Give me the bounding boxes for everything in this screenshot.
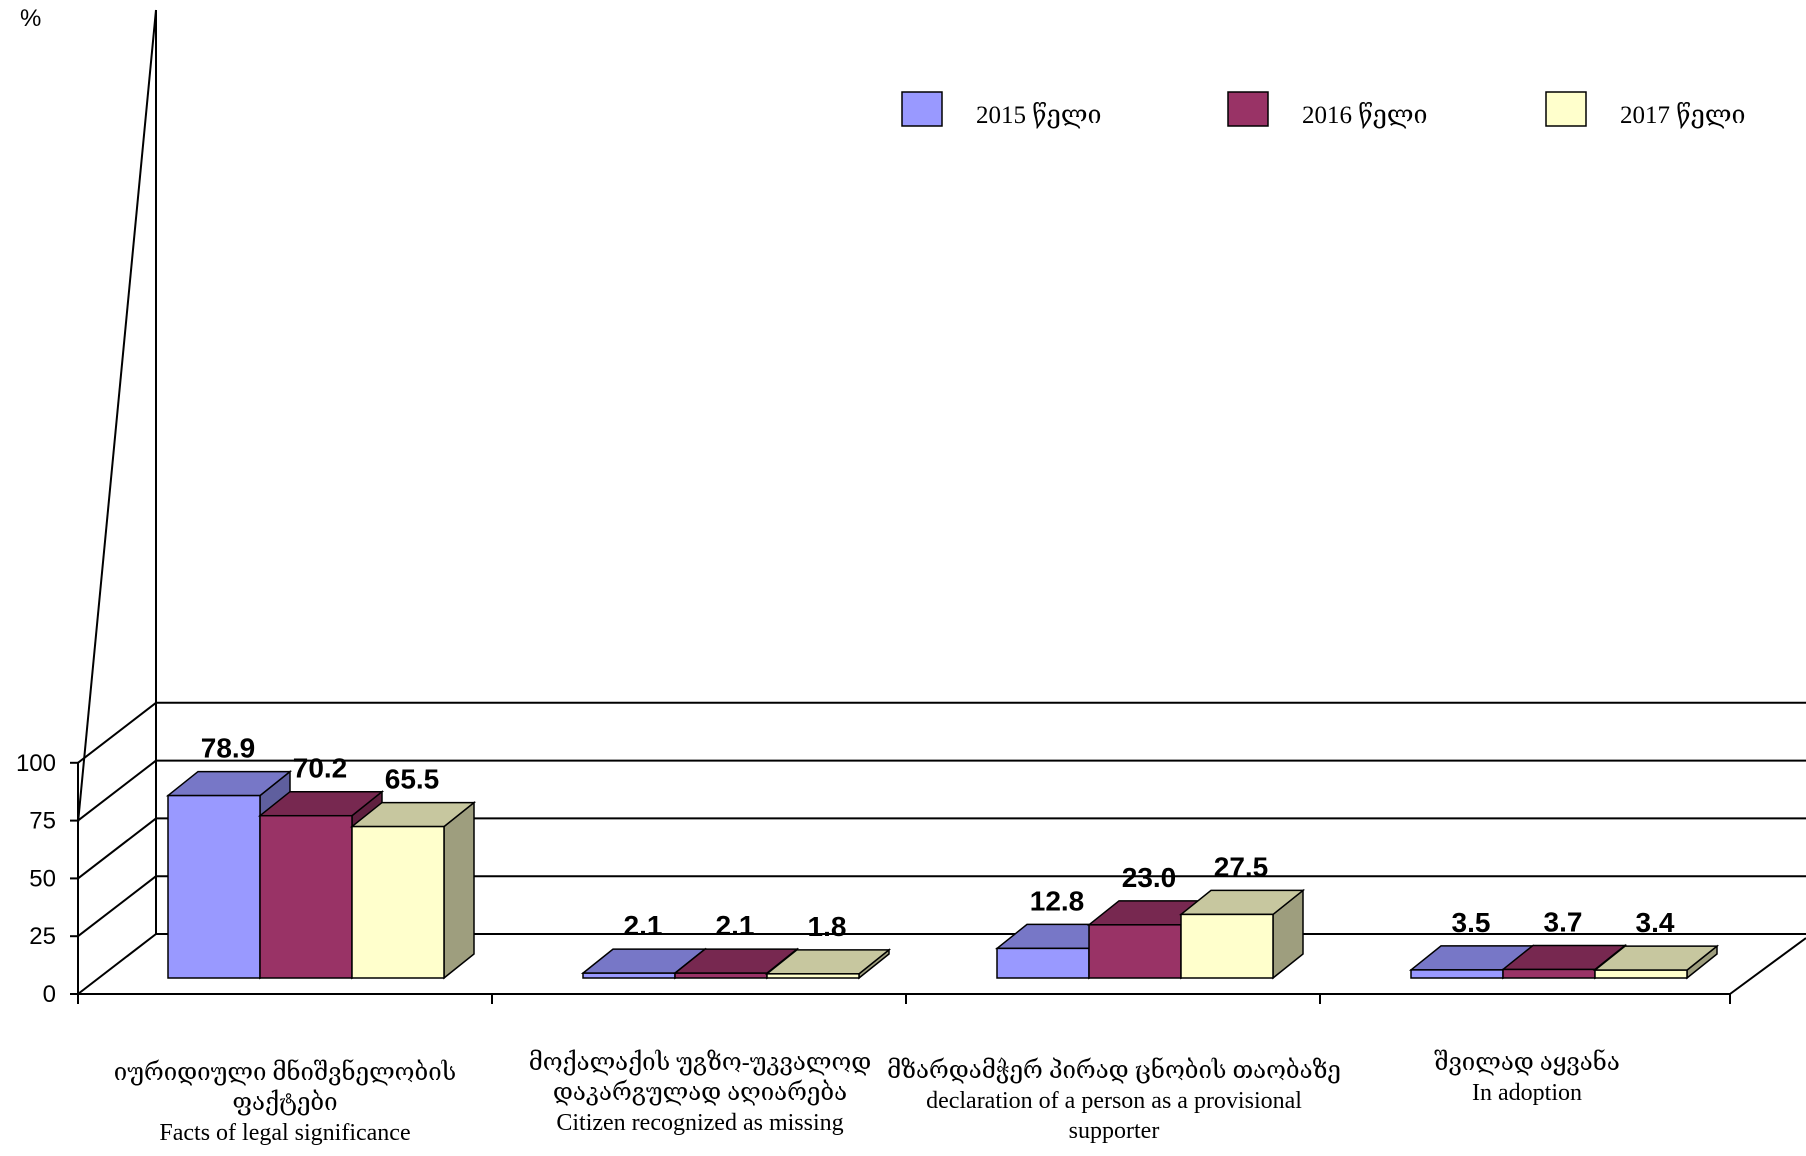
bar-front	[1502, 968, 1596, 979]
y-axis-label: %	[20, 5, 41, 32]
category-label: შვილად აყვანა In adoption	[1434, 1049, 1620, 1106]
bar-front	[766, 973, 860, 979]
category-label-line: supporter	[1069, 1118, 1160, 1144]
legend-swatch	[1227, 91, 1269, 127]
value-label: 1.8	[808, 911, 847, 942]
gridline-depth	[77, 702, 157, 764]
bar-front	[1180, 913, 1274, 979]
bar-front	[259, 814, 353, 979]
gridline-depth	[77, 875, 157, 937]
value-labels: 78.9 2.1 12.8 3.5 70.2 2.1 23.0 3.7 65.5 1.8 27.5 3…	[201, 733, 1675, 942]
legend-swatch	[901, 91, 943, 127]
gridline-depth	[77, 759, 157, 822]
value-label: 27.5	[1214, 851, 1269, 882]
legend-label: 2017 წელი	[1620, 102, 1745, 129]
y-tick-label: 75	[29, 808, 56, 835]
y-tick-label: 100	[16, 750, 56, 777]
category-label-line: მოქალაქის უგზო-უკვალოდ	[529, 1050, 872, 1076]
category-label: მოქალაქის უგზო-უკვალოდ დაკარგულად აღიარებ…	[529, 1050, 872, 1136]
bar-3-4	[1592, 944, 1720, 980]
bar-side	[443, 801, 475, 980]
category-label-line: ფაქტები	[232, 1090, 337, 1116]
category-label-line: declaration of a person as a provisional	[926, 1088, 1302, 1114]
value-label: 3.4	[1636, 907, 1675, 938]
category-label-line: იურიდიული მნიშვნელობის	[114, 1059, 456, 1086]
category-label-line: მზარდამჭერ პირად ცნობის თაობაზე	[887, 1057, 1341, 1084]
category-label-line: Facts of legal significance	[159, 1120, 410, 1146]
value-label: 2.1	[716, 910, 755, 941]
value-label: 65.5	[385, 764, 440, 795]
category-label: იურიდიული მნიშვნელობის ფაქტები Facts of le…	[114, 1059, 456, 1146]
bar-front	[351, 825, 445, 979]
category-label: მზარდამჭერ პირად ცნობის თაობაზე declarati…	[887, 1057, 1341, 1144]
bar-front	[996, 947, 1090, 979]
value-label: 12.8	[1030, 885, 1085, 916]
gridlines	[77, 701, 1806, 937]
bar-3-2	[764, 948, 892, 980]
category-label-line: In adoption	[1472, 1080, 1582, 1106]
y-tick-label: 25	[29, 923, 56, 950]
category-labels: იურიდიული მნიშვნელობის ფაქტები Facts of le…	[114, 1049, 1620, 1146]
floor-left-edge	[77, 933, 157, 995]
bar-front	[167, 794, 261, 979]
bar-3-1	[349, 801, 477, 980]
bar-front	[1410, 969, 1504, 979]
bar-front	[1088, 924, 1182, 979]
floor-right-edge	[1729, 937, 1806, 995]
bar-front	[582, 972, 676, 979]
y-tick-label: 0	[43, 981, 56, 1008]
category-label-line: შვილად აყვანა	[1434, 1049, 1620, 1076]
value-label: 70.2	[293, 753, 348, 784]
bar-front	[674, 972, 768, 979]
value-label: 3.5	[1452, 907, 1491, 938]
y-tick-label: 50	[29, 865, 56, 892]
value-label: 3.7	[1544, 906, 1583, 937]
side-wall-top-edge	[77, 9, 157, 823]
legend-swatch	[1545, 91, 1587, 127]
gridline-depth	[77, 817, 157, 880]
value-label: 23.0	[1122, 862, 1177, 893]
legend-label: 2015 წელი	[976, 102, 1101, 129]
legend-label: 2016 წელი	[1302, 102, 1427, 129]
value-label: 2.1	[624, 910, 663, 941]
category-label-line: დაკარგულად აღიარება	[553, 1080, 847, 1106]
bars	[165, 770, 1720, 980]
category-label-line: Citizen recognized as missing	[556, 1110, 843, 1136]
value-label: 78.9	[201, 733, 256, 764]
bar-3-3	[1178, 888, 1306, 980]
bar-front	[1594, 969, 1688, 979]
legend: 2015 წელი 2016 წელი 2017 წელი	[901, 91, 1745, 129]
axes: 0 25 50 75 100%	[16, 5, 1731, 1008]
